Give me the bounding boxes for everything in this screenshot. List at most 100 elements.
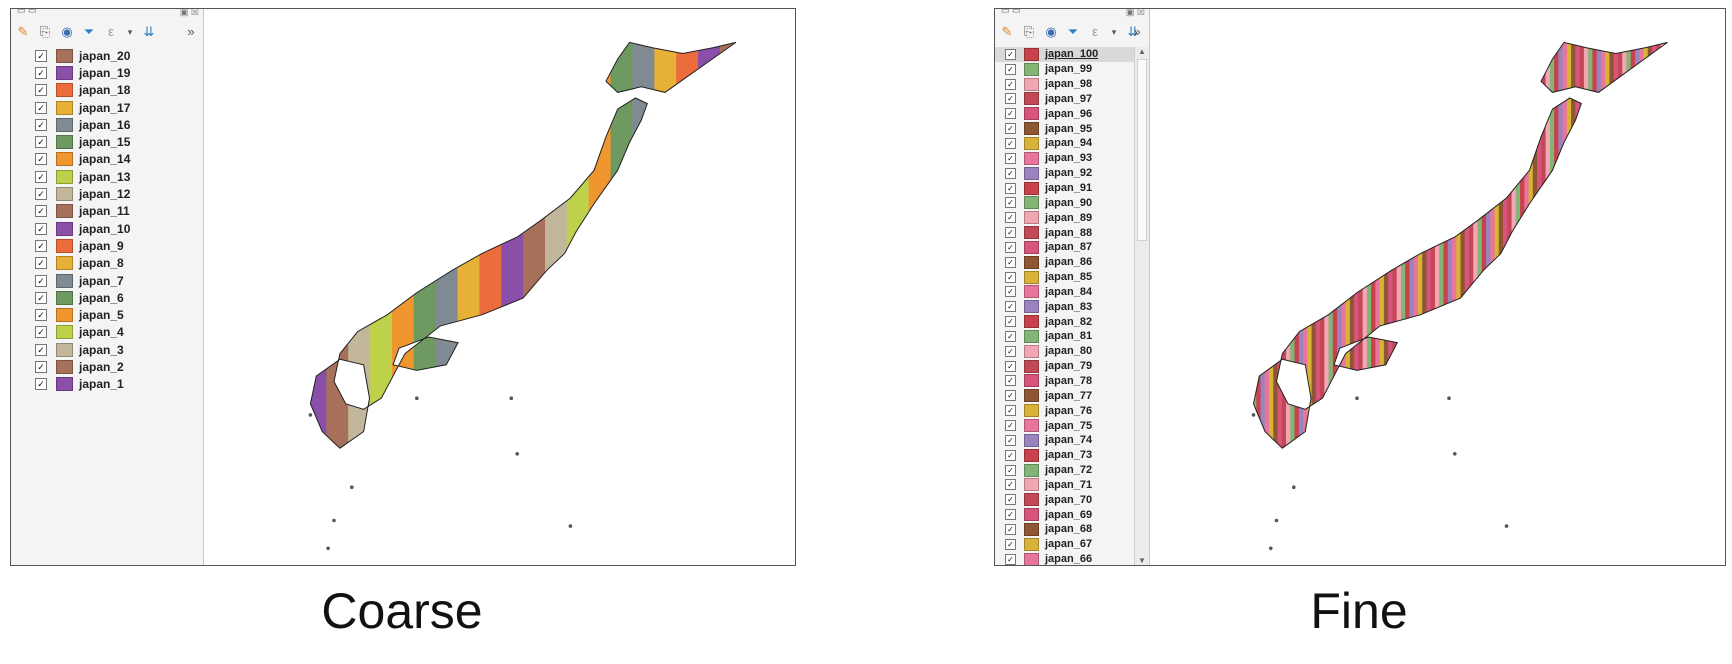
layer-item[interactable]: ✓ japan_69	[995, 507, 1135, 522]
layer-item[interactable]: ✓ japan_15	[11, 133, 203, 150]
layer-item[interactable]: ✓ japan_9	[11, 237, 203, 254]
layer-item[interactable]: ✓ japan_85	[995, 270, 1135, 285]
layer-visibility-checkbox[interactable]: ✓	[35, 291, 47, 304]
panel-float-close-icons[interactable]: ▣ ☒	[179, 8, 199, 17]
layer-item[interactable]: ✓ japan_81	[995, 329, 1135, 344]
layer-visibility-checkbox[interactable]: ✓	[1005, 123, 1016, 135]
layer-visibility-checkbox[interactable]: ✓	[1005, 48, 1016, 60]
layer-visibility-checkbox[interactable]: ✓	[35, 205, 47, 218]
layer-visibility-checkbox[interactable]: ✓	[35, 66, 47, 79]
layer-item[interactable]: ✓ japan_95	[995, 121, 1135, 136]
layer-visibility-checkbox[interactable]: ✓	[35, 84, 47, 97]
chevron-down-icon[interactable]: ▾	[127, 27, 133, 37]
layer-item[interactable]: ✓ japan_79	[995, 359, 1135, 374]
layer-item[interactable]: ✓ japan_1	[11, 376, 203, 393]
layer-item[interactable]: ✓ japan_76	[995, 403, 1135, 418]
legend-scrollbar[interactable]: ▲ ▼	[1134, 47, 1149, 565]
layer-item[interactable]: ✓ japan_16	[11, 116, 203, 133]
layer-item[interactable]: ✓ japan_97	[995, 92, 1135, 107]
layer-item[interactable]: ✓ japan_86	[995, 255, 1135, 270]
layer-visibility-checkbox[interactable]: ✓	[1005, 78, 1016, 90]
layer-visibility-checkbox[interactable]: ✓	[35, 239, 47, 252]
layer-item[interactable]: ✓ japan_100	[995, 47, 1135, 62]
layer-visibility-checkbox[interactable]: ✓	[35, 378, 47, 391]
layer-visibility-checkbox[interactable]: ✓	[1005, 152, 1016, 164]
layer-visibility-checkbox[interactable]: ✓	[1005, 301, 1016, 313]
layer-item[interactable]: ✓ japan_19	[11, 64, 203, 81]
layer-visibility-checkbox[interactable]: ✓	[35, 360, 47, 373]
layer-item[interactable]: ✓ japan_3	[11, 341, 203, 358]
layer-add-icon[interactable]: ⎘	[39, 24, 51, 39]
layer-visibility-checkbox[interactable]: ✓	[1005, 212, 1016, 224]
overflow-more-icon[interactable]: »	[1133, 24, 1141, 39]
layer-visibility-checkbox[interactable]: ✓	[1005, 375, 1016, 387]
layer-item[interactable]: ✓ japan_82	[995, 314, 1135, 329]
filter-icon[interactable]: ⏷	[83, 24, 95, 39]
layer-item[interactable]: ✓ japan_91	[995, 181, 1135, 196]
collapse-icon[interactable]: ⇊	[143, 24, 155, 39]
layer-item[interactable]: ✓ japan_78	[995, 374, 1135, 389]
layer-item[interactable]: ✓ japan_73	[995, 448, 1135, 463]
layer-visibility-checkbox[interactable]: ✓	[35, 170, 47, 183]
layer-item[interactable]: ✓ japan_94	[995, 136, 1135, 151]
collapse-icon[interactable]: ⇊	[1127, 24, 1139, 39]
layer-visibility-checkbox[interactable]: ✓	[1005, 167, 1016, 179]
layer-item[interactable]: ✓ japan_5	[11, 306, 203, 323]
layer-item[interactable]: ✓ japan_93	[995, 151, 1135, 166]
layer-visibility-checkbox[interactable]: ✓	[1005, 360, 1016, 372]
layer-item[interactable]: ✓ japan_17	[11, 99, 203, 116]
layer-visibility-checkbox[interactable]: ✓	[1005, 271, 1016, 283]
layer-item[interactable]: ✓ japan_75	[995, 418, 1135, 433]
layer-visibility-checkbox[interactable]: ✓	[35, 326, 47, 339]
overflow-more-icon[interactable]: »	[187, 24, 195, 39]
scroll-down-icon[interactable]: ▼	[1138, 556, 1146, 565]
layer-item[interactable]: ✓ japan_18	[11, 82, 203, 99]
layer-item[interactable]: ✓ japan_70	[995, 492, 1135, 507]
layer-item[interactable]: ✓ japan_96	[995, 106, 1135, 121]
layer-visibility-checkbox[interactable]: ✓	[35, 309, 47, 322]
layer-visibility-checkbox[interactable]: ✓	[1005, 509, 1016, 521]
expression-icon[interactable]: ε	[1092, 24, 1098, 39]
layer-visibility-checkbox[interactable]: ✓	[1005, 434, 1016, 446]
layer-visibility-checkbox[interactable]: ✓	[1005, 390, 1016, 402]
paint-style-icon[interactable]: ✎	[1001, 24, 1013, 39]
layer-visibility-checkbox[interactable]: ✓	[1005, 256, 1016, 268]
layer-item[interactable]: ✓ japan_84	[995, 285, 1135, 300]
layer-visibility-checkbox[interactable]: ✓	[1005, 182, 1016, 194]
layer-visibility-checkbox[interactable]: ✓	[1005, 286, 1016, 298]
layer-visibility-checkbox[interactable]: ✓	[1005, 330, 1016, 342]
layer-item[interactable]: ✓ japan_68	[995, 522, 1135, 537]
layer-visibility-checkbox[interactable]: ✓	[1005, 197, 1016, 209]
layer-item[interactable]: ✓ japan_83	[995, 299, 1135, 314]
layer-item[interactable]: ✓ japan_66	[995, 552, 1135, 565]
eye-visibility-icon[interactable]: ◉	[61, 24, 73, 39]
layer-visibility-checkbox[interactable]: ✓	[35, 343, 47, 356]
layer-item[interactable]: ✓ japan_90	[995, 195, 1135, 210]
layer-item[interactable]: ✓ japan_92	[995, 166, 1135, 181]
layer-item[interactable]: ✓ japan_89	[995, 210, 1135, 225]
layer-visibility-checkbox[interactable]: ✓	[1005, 93, 1016, 105]
layer-visibility-checkbox[interactable]: ✓	[1005, 405, 1016, 417]
layer-visibility-checkbox[interactable]: ✓	[35, 118, 47, 131]
paint-style-icon[interactable]: ✎	[17, 24, 29, 39]
layer-item[interactable]: ✓ japan_88	[995, 225, 1135, 240]
layer-item[interactable]: ✓ japan_98	[995, 77, 1135, 92]
layer-visibility-checkbox[interactable]: ✓	[1005, 464, 1016, 476]
layer-add-icon[interactable]: ⎘	[1023, 24, 1035, 39]
layer-item[interactable]: ✓ japan_13	[11, 168, 203, 185]
layer-visibility-checkbox[interactable]: ✓	[1005, 137, 1016, 149]
layer-visibility-checkbox[interactable]: ✓	[35, 136, 47, 149]
layer-visibility-checkbox[interactable]: ✓	[35, 153, 47, 166]
layer-visibility-checkbox[interactable]: ✓	[35, 188, 47, 201]
map-canvas[interactable]	[1150, 9, 1725, 565]
layer-item[interactable]: ✓ japan_67	[995, 537, 1135, 552]
layer-item[interactable]: ✓ japan_12	[11, 185, 203, 202]
layer-visibility-checkbox[interactable]: ✓	[1005, 553, 1016, 565]
layer-visibility-checkbox[interactable]: ✓	[1005, 108, 1016, 120]
layer-item[interactable]: ✓ japan_7	[11, 272, 203, 289]
layer-item[interactable]: ✓ japan_80	[995, 344, 1135, 359]
filter-icon[interactable]: ⏷	[1067, 24, 1079, 39]
layer-item[interactable]: ✓ japan_71	[995, 477, 1135, 492]
layer-item[interactable]: ✓ japan_14	[11, 151, 203, 168]
layer-item[interactable]: ✓ japan_99	[995, 62, 1135, 77]
